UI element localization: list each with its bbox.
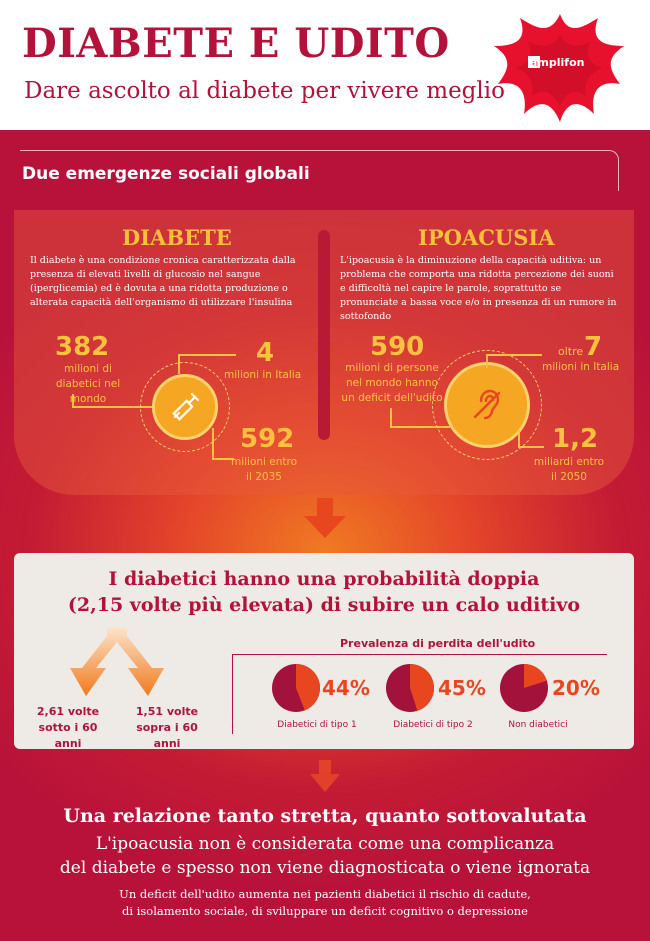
- small-down-arrow-icon: [310, 760, 340, 792]
- pie-value-1: 44%: [322, 676, 370, 700]
- amplifon-logo: a: [494, 14, 624, 122]
- pie-chart-area: [272, 664, 548, 712]
- split-arrows-icon: [70, 628, 164, 696]
- pie-value-2: 45%: [438, 676, 486, 700]
- connector-line: [486, 354, 542, 356]
- diabete-italy-value: 4: [256, 338, 275, 368]
- ipoacusia-description: L'ipoacusia è la diminuzione della capac…: [340, 255, 617, 322]
- over-60-stat: 1,51 volte sopra i 60 anni: [122, 704, 212, 752]
- pie-slice-2: [410, 664, 434, 711]
- connector-line: [212, 458, 234, 460]
- connector-line: [518, 430, 520, 446]
- bottom-note: Un deficit dell'udito aumenta nei pazien…: [0, 886, 650, 920]
- diabete-2035-value: 592: [240, 424, 295, 454]
- ipoacusia-italy-prefix: oltre: [558, 345, 584, 358]
- pie-value-3: 20%: [552, 676, 600, 700]
- page-title: DIABETE E UDITO: [22, 20, 450, 67]
- connector-line: [72, 394, 74, 406]
- ipoacusia-world-label: milioni di persone nel mondo hanno un de…: [341, 362, 443, 404]
- bottom-headline: Una relazione tanto stretta, quanto sott…: [63, 805, 587, 827]
- chart-frame-vline: [232, 654, 233, 734]
- column-divider: [318, 230, 330, 440]
- probability-title: I diabetici hanno una probabilità doppia…: [14, 566, 634, 618]
- chart-title: Prevalenza di perdita dell'udito: [340, 637, 536, 650]
- connector-line: [518, 446, 544, 448]
- ipoacusia-italy-label: milioni in Italia: [542, 361, 620, 373]
- page-subtitle: Dare ascolto al diabete per vivere megli…: [24, 78, 505, 104]
- connector-line: [212, 428, 214, 458]
- syringe-badge: [152, 374, 218, 440]
- probability-title-line1: I diabetici hanno una probabilità doppia: [108, 568, 540, 590]
- bottom-note-line1: Un deficit dell'udito aumenta nei pazien…: [119, 887, 531, 901]
- ear-ring: [432, 350, 542, 460]
- ipoacusia-world-value: 590: [370, 332, 425, 362]
- syringe-ring: [140, 362, 230, 452]
- ipoacusia-title: IPOACUSIA: [418, 225, 555, 250]
- probability-title-line2: (2,15 volte più elevata) di subire un ca…: [67, 594, 581, 616]
- pie-label-3: Non diabetici: [508, 720, 568, 730]
- connector-line: [486, 354, 488, 368]
- under-60-label: sotto i 60 anni: [38, 721, 98, 750]
- bottom-subheadline: L'ipoacusia non è considerata come una c…: [0, 832, 650, 880]
- svg-text:a: a: [532, 59, 538, 69]
- probability-box: [14, 553, 634, 749]
- pie-slice-1: [296, 664, 320, 711]
- diabete-2035-label: milioni entro il 2035: [230, 456, 298, 483]
- ear-badge: [444, 362, 530, 448]
- connector-line: [390, 426, 450, 428]
- pie-label-2: Diabetici di tipo 2: [393, 720, 473, 730]
- section-frame-line: [20, 150, 619, 191]
- ear-crossed-icon: [473, 389, 501, 420]
- ipoacusia-2050-label: miliardi entro il 2050: [533, 456, 605, 483]
- under-60-value: 2,61 volte: [36, 705, 100, 718]
- connector-line: [178, 354, 180, 374]
- diabete-world-value: 382: [55, 332, 110, 362]
- connector-line: [390, 408, 392, 426]
- down-arrow-icon: [304, 498, 346, 538]
- pie-label-1: Diabetici di tipo 1: [277, 720, 357, 730]
- bottom-sub-line1: L'ipoacusia non è considerata come una c…: [95, 834, 555, 854]
- syringe-icon: [172, 392, 200, 421]
- diabete-italy-label: milioni in Italia: [224, 369, 302, 381]
- section-title: Due emergenze sociali globali: [22, 164, 310, 184]
- diabete-description: Il diabete è una condizione cronica cara…: [30, 255, 296, 308]
- bottom-sub-line2: del diabete e spesso non viene diagnosti…: [59, 858, 591, 878]
- ipoacusia-italy-value: 7: [584, 332, 603, 362]
- bottom-note-line2: di isolamento sociale, di sviluppare un …: [122, 904, 528, 918]
- chart-frame-line: [232, 654, 607, 655]
- connector-line: [72, 406, 152, 408]
- diabete-world-label: milioni di diabetici nel mondo: [55, 363, 121, 405]
- connector-line: [178, 354, 236, 356]
- over-60-label: sopra i 60 anni: [136, 721, 198, 750]
- pie-slice-3: [524, 664, 547, 688]
- ipoacusia-2050-value: 1,2: [552, 424, 599, 454]
- under-60-stat: 2,61 volte sotto i 60 anni: [28, 704, 108, 752]
- brand-name: amplifon: [530, 56, 585, 69]
- over-60-value: 1,51 volte: [135, 705, 199, 718]
- diabete-title: DIABETE: [122, 225, 232, 250]
